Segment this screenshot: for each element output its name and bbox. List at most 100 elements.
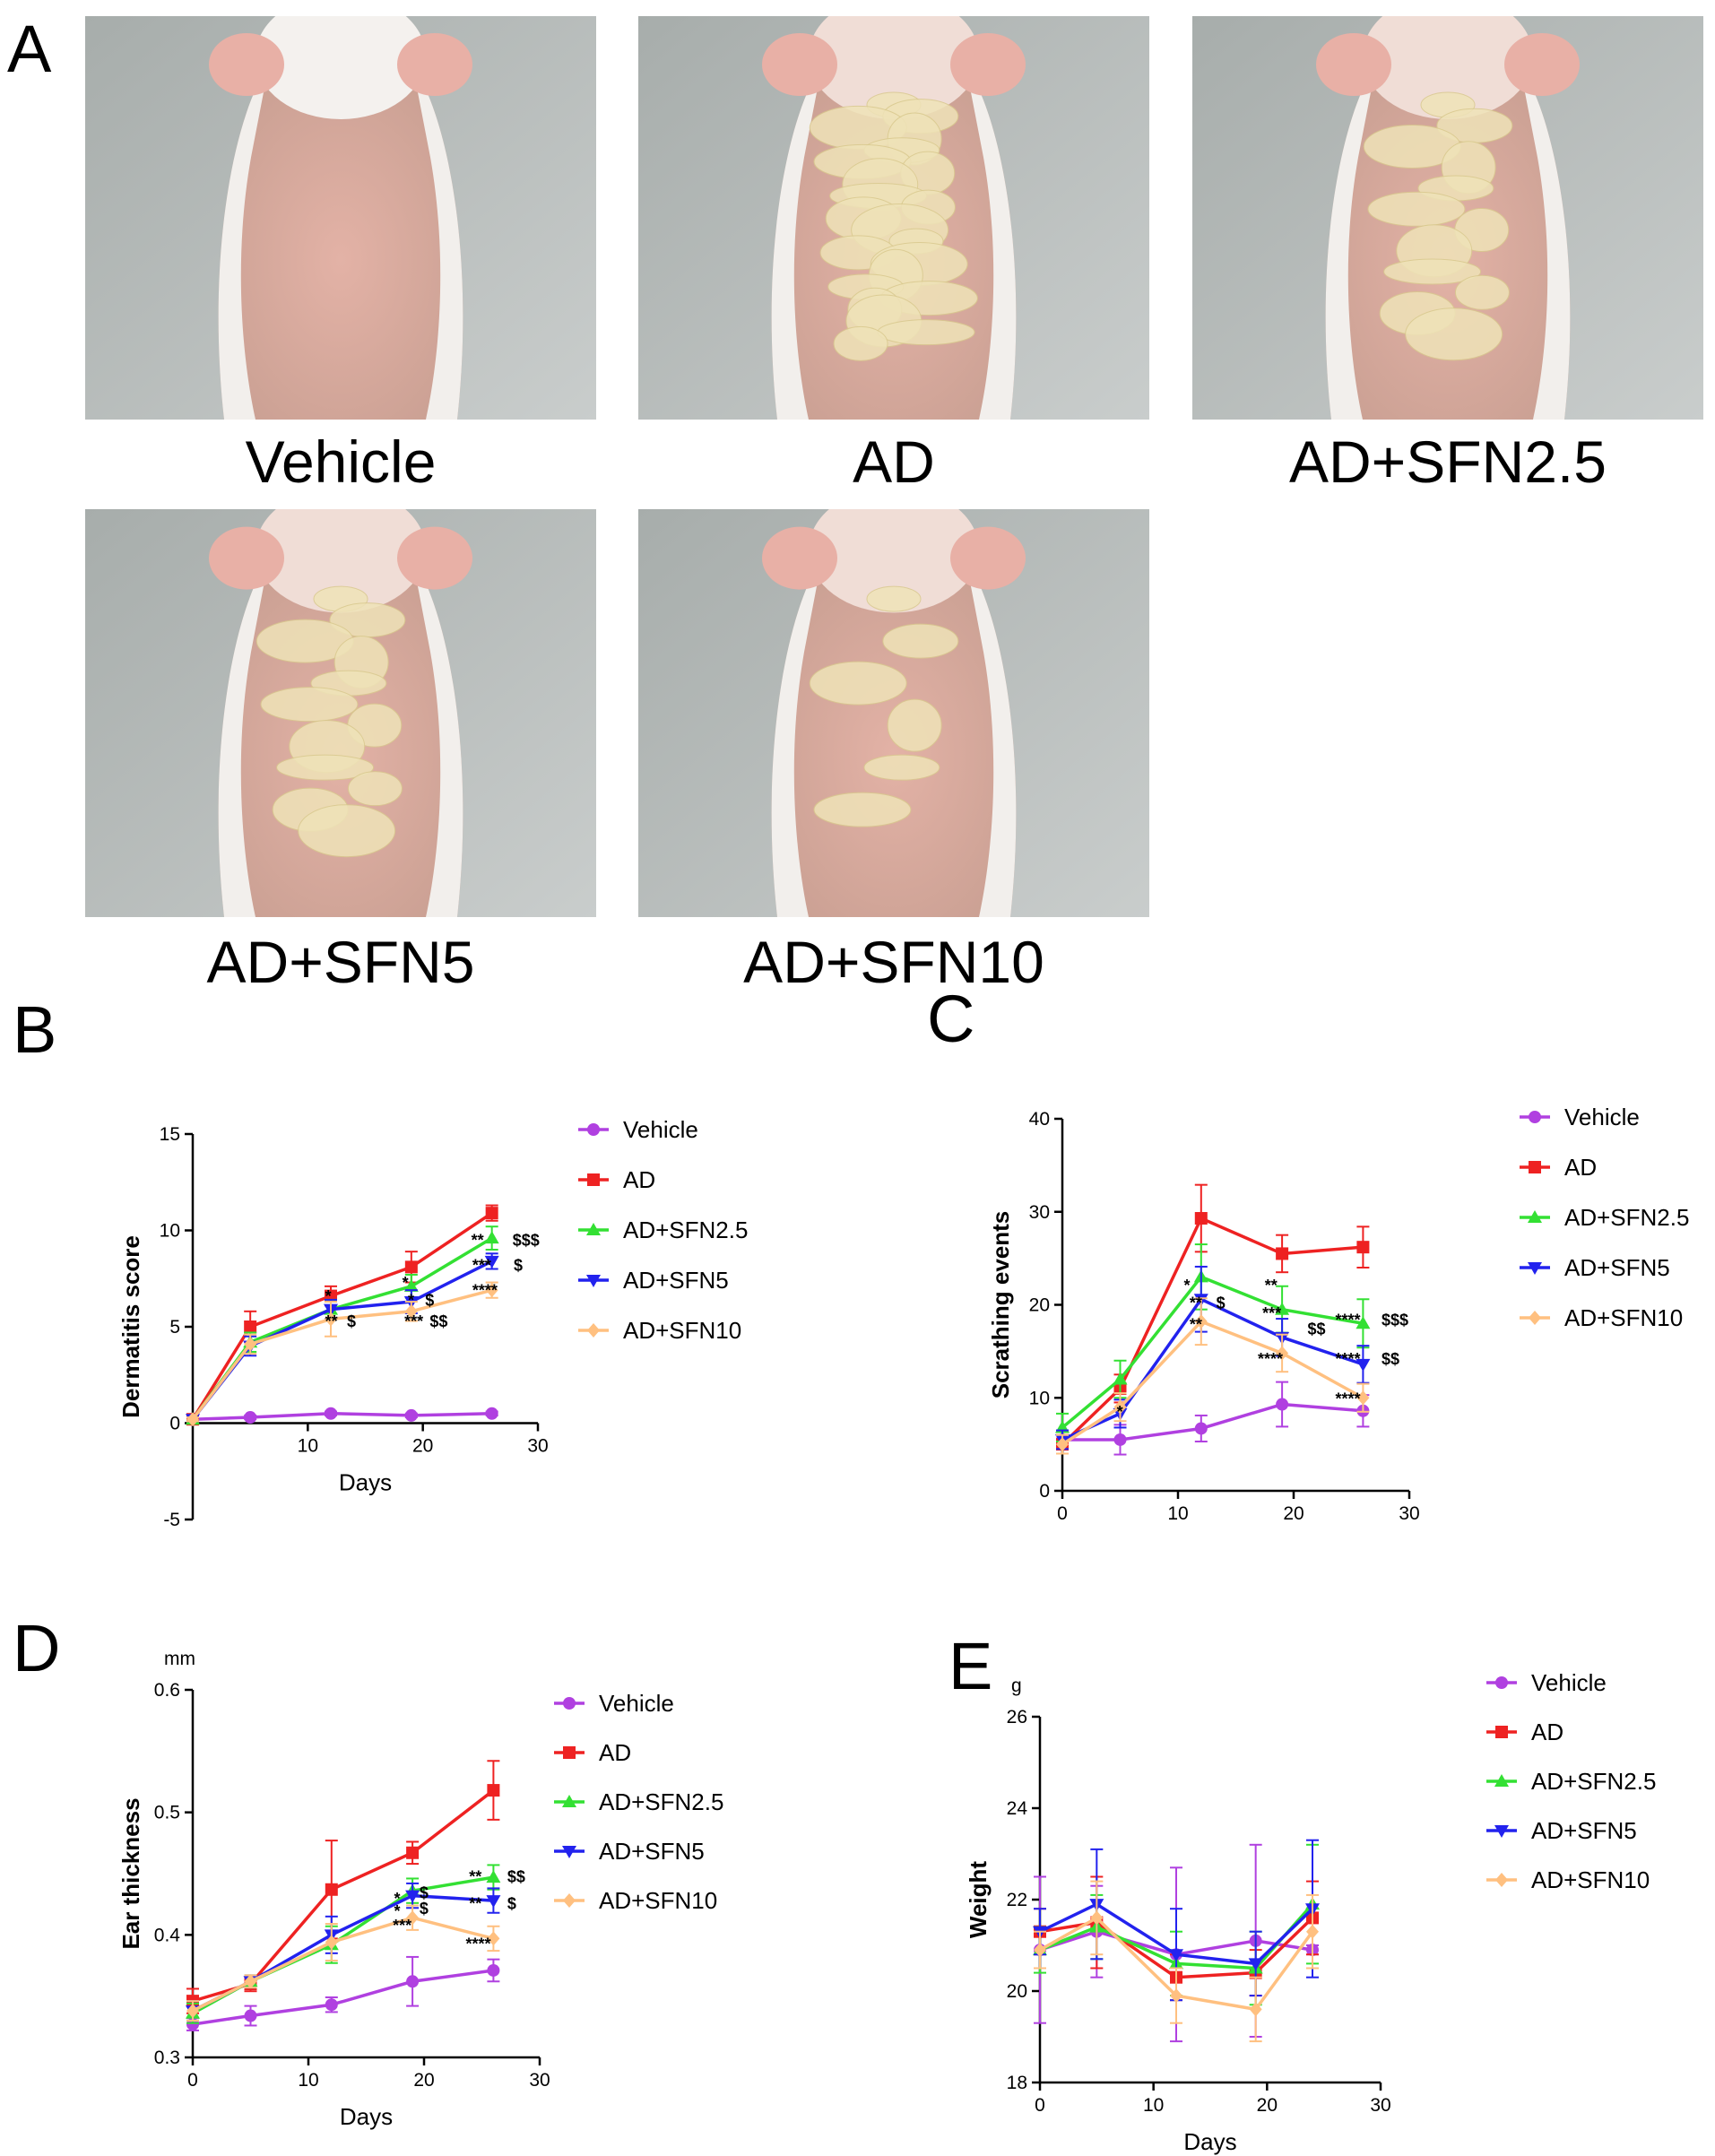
- y-axis-label: Dermatitis score: [117, 1235, 144, 1418]
- legend-label: AD: [1531, 1719, 1563, 1745]
- legend-item: AD+SFN2.5: [1486, 1768, 1656, 1795]
- legend-marker: [1529, 1161, 1541, 1173]
- series-ad: [1056, 1183, 1370, 1455]
- legend-label: AD+SFN5: [1564, 1254, 1670, 1281]
- data-point: [186, 2004, 199, 2019]
- photo-label-1: Vehicle: [245, 429, 437, 495]
- significance-mark: ***: [404, 1312, 423, 1330]
- x-tick-label: 20: [1257, 2095, 1278, 2116]
- series-line: [192, 1916, 494, 2013]
- significance-mark: ****: [465, 1935, 490, 1953]
- significance-mark: $$: [1307, 1320, 1325, 1338]
- legend-label: AD+SFN10: [623, 1317, 741, 1344]
- panel-letter-d: D: [13, 1611, 61, 1685]
- legend-label: AD+SFN2.5: [1564, 1204, 1689, 1231]
- panel-letter-b: B: [13, 992, 57, 1067]
- significance-mark: *: [408, 1291, 414, 1309]
- x-axis-label: Days: [1183, 2128, 1236, 2155]
- y-tick-label: 15: [160, 1124, 180, 1145]
- data-point: [325, 1998, 338, 2012]
- significance-mark: $$: [507, 1868, 525, 1886]
- legend-marker: [587, 1323, 600, 1338]
- data-point: [487, 1784, 500, 1797]
- significance-mark: $: [425, 1291, 434, 1309]
- series-ad-sfn5: [1055, 1265, 1371, 1450]
- photo-label-5: AD+SFN10: [743, 929, 1044, 995]
- data-point: [1090, 1910, 1104, 1926]
- x-tick-label: 30: [529, 2070, 550, 2091]
- legend-label: AD+SFN2.5: [623, 1217, 748, 1243]
- data-point: [1306, 1924, 1319, 1939]
- series-ad-sfn10: [186, 1904, 500, 2022]
- photo-label-2: AD: [853, 429, 935, 495]
- y-tick-label: 40: [1029, 1109, 1050, 1130]
- data-point: [325, 1407, 337, 1420]
- mouse-photo-1: [85, 16, 596, 420]
- series-ad-sfn10: [186, 1281, 498, 1427]
- data-point: [325, 1312, 337, 1327]
- data-point: [1034, 1943, 1046, 1958]
- legend-item: AD+SFN10: [554, 1887, 717, 1914]
- data-point: [325, 1883, 338, 1896]
- series-line: [192, 1788, 495, 2003]
- legend-marker: [562, 1846, 576, 1858]
- legend-marker: [562, 1795, 576, 1807]
- legend-item: Vehicle: [1520, 1104, 1640, 1130]
- significance-mark: $$: [429, 1312, 447, 1330]
- data-point: [1113, 1372, 1128, 1385]
- x-axis-label: Days: [339, 1469, 392, 1496]
- x-tick-label: 10: [1143, 2095, 1164, 2116]
- data-point: [1056, 1437, 1069, 1452]
- significance-mark: ***: [393, 1917, 411, 1935]
- significance-mark: *: [394, 1902, 400, 1920]
- legend-label: AD+SFN10: [599, 1887, 717, 1914]
- legend-item: AD+SFN2.5: [1520, 1204, 1689, 1231]
- data-point: [1194, 1212, 1208, 1225]
- series-line: [192, 1893, 494, 2013]
- series-ad-sfn10: [1034, 1880, 1319, 2043]
- significance-mark: $: [347, 1312, 356, 1330]
- y-axis-label: Scrathing events: [987, 1211, 1014, 1399]
- legend-marker: [587, 1173, 600, 1186]
- x-tick-label: 10: [298, 2070, 318, 2091]
- series-vehicle: [186, 1955, 500, 2031]
- data-point: [406, 1975, 420, 1988]
- legend-item: AD+SFN5: [578, 1267, 729, 1294]
- panel-letter-c: C: [927, 982, 975, 1056]
- significance-mark: ****: [1335, 1311, 1360, 1329]
- legend-marker: [586, 1275, 601, 1287]
- series-ad-sfn10: [1056, 1297, 1370, 1455]
- legend-marker: [563, 1746, 576, 1759]
- y-tick-label: 10: [1029, 1388, 1050, 1408]
- significance-mark: **: [472, 1232, 484, 1250]
- legend-label: AD+SFN5: [599, 1838, 705, 1865]
- data-point: [406, 1910, 420, 1926]
- significance-mark: ****: [1258, 1350, 1283, 1368]
- data-point: [486, 1895, 501, 1909]
- legend-label: Vehicle: [623, 1116, 698, 1143]
- significance-mark: $: [420, 1883, 429, 1901]
- legend-marker: [1529, 1311, 1541, 1325]
- legend-marker: [1528, 1262, 1542, 1275]
- legend-label: AD+SFN2.5: [1531, 1768, 1656, 1795]
- y-tick-label: 0.4: [154, 1925, 181, 1945]
- significance-mark: *: [1117, 1403, 1123, 1421]
- series-ad-sfn5: [186, 1252, 499, 1427]
- data-point: [404, 1260, 418, 1274]
- y-tick-label: 18: [1007, 2073, 1027, 2093]
- data-point: [405, 1890, 420, 1903]
- chart-weight: 18 20 22 24 26 0 10 20 30 Days Weight g Vehicle AD AD+…: [965, 1669, 1656, 2155]
- data-point: [1248, 1958, 1263, 1971]
- data-point: [1276, 1247, 1289, 1260]
- legend-item: AD: [1486, 1719, 1563, 1745]
- legend-item: Vehicle: [578, 1116, 698, 1143]
- legend-label: AD: [1564, 1154, 1597, 1181]
- legend-label: AD: [623, 1166, 655, 1193]
- significance-mark: $$$: [1382, 1311, 1408, 1329]
- significance-mark: $: [1217, 1294, 1226, 1312]
- data-point: [485, 1283, 498, 1298]
- data-point: [1356, 1241, 1370, 1254]
- significance-mark: *: [325, 1287, 332, 1305]
- legend-marker: [1529, 1111, 1541, 1123]
